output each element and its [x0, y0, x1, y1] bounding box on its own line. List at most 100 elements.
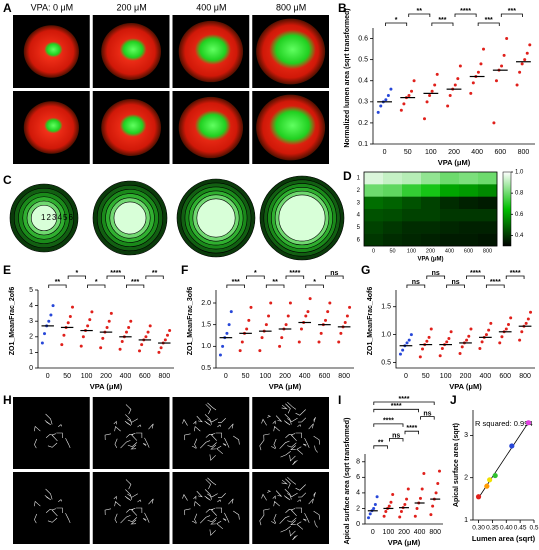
data-point: [448, 93, 452, 97]
significance-bracket: [404, 430, 419, 435]
heat-cell: [459, 221, 479, 234]
data-point: [399, 108, 403, 112]
data-point: [453, 83, 457, 87]
data-point: [492, 121, 496, 125]
x-tick-label: 0.40: [500, 525, 513, 532]
heat-cell: [440, 233, 460, 247]
data-point: [509, 316, 513, 320]
data-point: [434, 491, 438, 495]
data-point: [504, 327, 508, 331]
x-tick-label: 600: [499, 373, 511, 380]
x-tick-label: 200: [279, 373, 291, 380]
significance-bracket: [426, 275, 446, 279]
data-point: [264, 323, 268, 327]
data-point: [62, 333, 66, 337]
data-point: [324, 318, 328, 322]
data-point: [49, 313, 53, 317]
micrograph: [172, 397, 250, 469]
row-label: 3: [357, 200, 361, 206]
heat-cell: [478, 221, 498, 234]
significance-label: ns: [451, 279, 459, 286]
significance-label: ns: [432, 270, 440, 277]
data-point: [437, 469, 441, 473]
significance-label: ****: [391, 403, 402, 410]
significance-label: ****: [470, 270, 481, 277]
row-label: 5: [357, 225, 361, 231]
data-point: [157, 350, 161, 354]
data-point: [460, 345, 464, 349]
condition-label: 200 μM: [117, 2, 147, 12]
data-point: [68, 315, 72, 319]
x-tick-label: 0: [224, 373, 228, 380]
data-point: [66, 321, 70, 325]
panel-letter: G: [361, 263, 370, 277]
heat-cell: [478, 184, 498, 197]
significance-label: ns: [330, 270, 338, 277]
y-tick-label: 0.6: [358, 35, 368, 42]
x-axis-label: VPA (μM): [388, 538, 421, 547]
data-point: [398, 352, 402, 356]
data-point: [278, 344, 282, 348]
x-tick-label: 200: [448, 149, 460, 156]
significance-label: ****: [490, 279, 501, 286]
significance-bracket: [446, 284, 465, 288]
y-tick-label: 1: [464, 517, 468, 524]
x-tick-label: 400: [299, 373, 311, 380]
data-point: [245, 327, 249, 331]
y-axis-label: Apical surface area (sqrt): [453, 423, 460, 507]
significance-bracket: [477, 22, 500, 26]
data-point: [317, 340, 321, 344]
heat-cell: [459, 172, 479, 185]
y-tick-label: 1.0: [381, 331, 391, 338]
y-axis-label: ZO1_MeanFrac_2of6: [9, 287, 16, 356]
data-point: [86, 324, 90, 328]
data-point: [376, 110, 380, 114]
heat-cell: [421, 233, 441, 247]
data-point: [420, 487, 424, 491]
data-point: [367, 516, 371, 520]
y-tick-label: 2: [29, 334, 33, 341]
data-point: [297, 340, 301, 344]
significance-label: *: [395, 17, 398, 24]
row-label: 6: [357, 237, 361, 243]
junction-network: [182, 477, 240, 536]
micrograph: [92, 472, 170, 544]
heat-cell: [440, 172, 460, 185]
significance-bracket: [373, 445, 388, 449]
heat-cell: [383, 196, 403, 210]
data-point: [478, 347, 482, 350]
data-point: [348, 305, 352, 309]
data-point: [163, 338, 167, 342]
row-label: 4: [357, 213, 361, 219]
data-point: [520, 62, 524, 66]
significance-label: ****: [510, 270, 521, 277]
data-point: [412, 79, 416, 83]
lumen: [269, 105, 316, 146]
x-tick-label: 0.45: [514, 525, 527, 532]
data-point: [229, 310, 233, 314]
x-tick-label: 800: [519, 373, 531, 380]
data-point: [482, 47, 486, 51]
data-point: [90, 310, 94, 314]
heat-cell: [383, 209, 403, 222]
data-point: [101, 336, 105, 340]
axes: [395, 290, 535, 369]
data-point: [401, 348, 405, 352]
x-tick-label: 0: [404, 373, 408, 380]
significance-label: *: [75, 270, 78, 277]
data-point: [43, 332, 47, 336]
significance-bracket: [466, 275, 485, 279]
data-point: [429, 513, 433, 517]
x-tick-label: 200: [460, 373, 472, 380]
data-point: [529, 310, 533, 314]
data-point: [267, 314, 271, 318]
y-tick-label: 0.1: [358, 141, 368, 148]
heat-cell: [364, 172, 384, 185]
ring: [113, 201, 147, 235]
significance-label: **: [55, 279, 61, 286]
lumen: [119, 38, 147, 61]
heat-cell: [421, 172, 441, 185]
x-tick-label: 800: [158, 373, 170, 380]
panel-letter: I: [338, 393, 341, 407]
data-point: [445, 340, 449, 344]
